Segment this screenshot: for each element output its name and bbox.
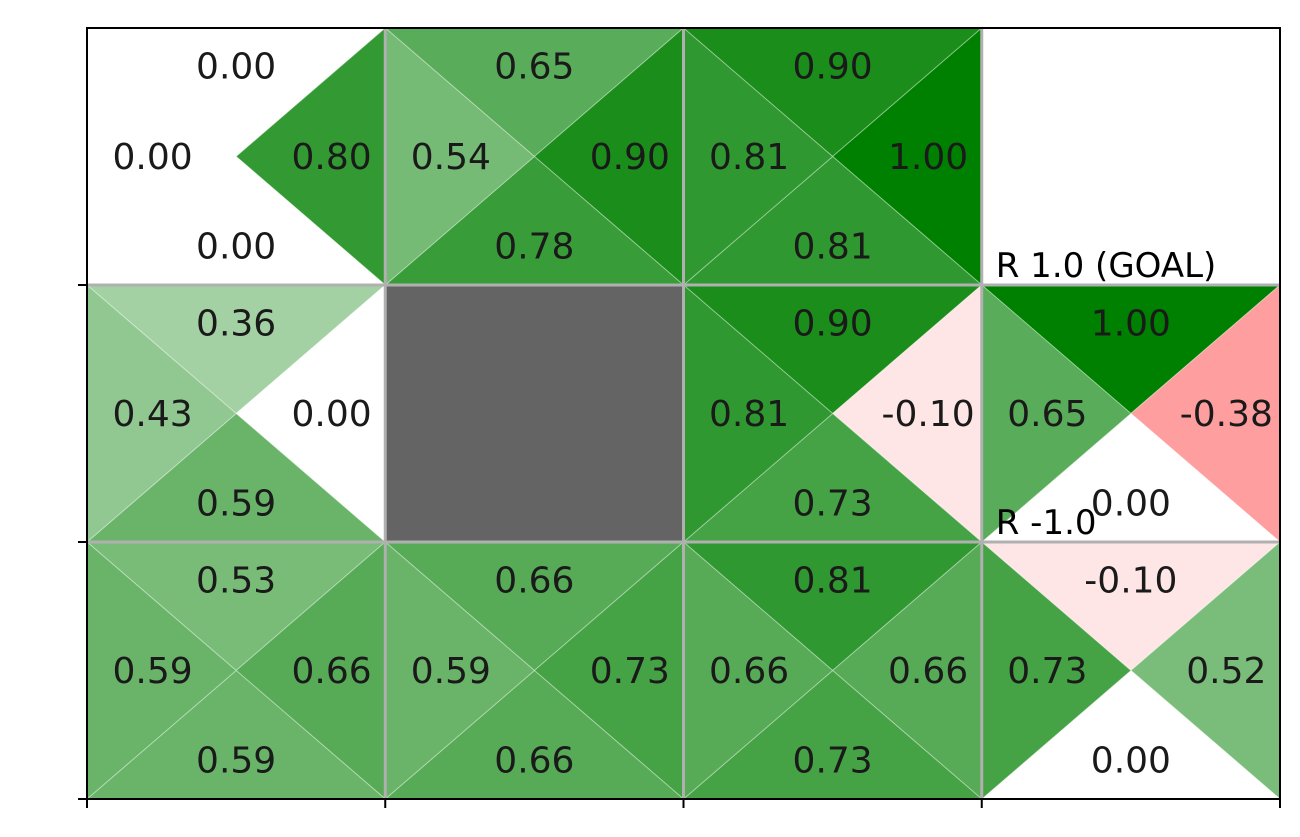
q-value-label-down-r2c0: 0.59	[196, 741, 276, 782]
q-value-label-left-r2c0: 0.59	[113, 651, 193, 692]
wall-cell-r1c1	[385, 285, 684, 542]
q-value-label-down-r0c0: 0.00	[196, 227, 276, 268]
q-value-label-down-r0c2: 0.81	[793, 227, 873, 268]
q-value-label-left-r2c1: 0.59	[411, 651, 491, 692]
q-value-label-right-r1c3: -0.38	[1180, 394, 1273, 435]
q-value-label-down-r2c3: 0.00	[1091, 741, 1171, 782]
q-value-label-left-r2c3: 0.73	[1007, 651, 1087, 692]
q-value-label-left-r0c0: 0.00	[113, 137, 193, 178]
blank-cell-r0c3	[981, 28, 1280, 285]
q-value-label-right-r2c1: 0.73	[590, 651, 670, 692]
q-value-label-right-r2c2: 0.66	[888, 651, 968, 692]
q-value-label-right-r2c3: 0.52	[1186, 651, 1266, 692]
reward-label-r0c3: R 1.0 (GOAL)	[996, 246, 1217, 286]
frame-layer	[78, 27, 1281, 808]
q-value-label-up-r1c3: 1.00	[1091, 304, 1171, 345]
q-value-label-left-r2c2: 0.66	[709, 651, 789, 692]
q-value-label-down-r1c3: 0.00	[1091, 484, 1171, 525]
q-value-label-left-r1c3: 0.65	[1007, 394, 1087, 435]
q-value-label-up-r2c2: 0.81	[793, 561, 873, 602]
q-value-label-right-r2c0: 0.66	[291, 651, 371, 692]
q-value-label-up-r1c2: 0.90	[793, 304, 873, 345]
q-value-label-up-r2c1: 0.66	[494, 561, 574, 602]
q-value-label-up-r2c3: -0.10	[1084, 561, 1177, 602]
q-value-label-down-r0c1: 0.78	[494, 227, 574, 268]
q-value-label-right-r0c1: 0.90	[590, 137, 670, 178]
q-value-label-up-r0c0: 0.00	[196, 47, 276, 88]
q-value-label-up-r0c1: 0.65	[494, 47, 574, 88]
q-value-label-right-r0c2: 1.00	[888, 137, 968, 178]
q-value-label-left-r0c2: 0.81	[709, 137, 789, 178]
q-value-label-down-r1c0: 0.59	[196, 484, 276, 525]
gridlines-layer	[87, 28, 1280, 799]
reward-label-r1c3: R -1.0	[996, 503, 1097, 543]
q-value-label-right-r1c2: -0.10	[881, 394, 974, 435]
q-value-label-right-r0c0: 0.80	[291, 137, 371, 178]
labels-layer: 0.00 0.80 0.00 0.00 0.65 0.90 0.78 0.54 0.90 1.00…	[113, 47, 1273, 782]
q-value-label-up-r2c0: 0.53	[196, 561, 276, 602]
q-value-label-left-r1c2: 0.81	[709, 394, 789, 435]
q-value-label-down-r2c1: 0.66	[494, 741, 574, 782]
q-value-label-down-r2c2: 0.73	[793, 741, 873, 782]
q-value-label-up-r0c2: 0.90	[793, 47, 873, 88]
q-value-label-right-r1c0: 0.00	[291, 394, 371, 435]
q-value-label-up-r1c0: 0.36	[196, 304, 276, 345]
q-value-label-left-r0c1: 0.54	[411, 137, 491, 178]
q-value-label-down-r1c2: 0.73	[793, 484, 873, 525]
q-value-label-left-r1c0: 0.43	[113, 394, 193, 435]
